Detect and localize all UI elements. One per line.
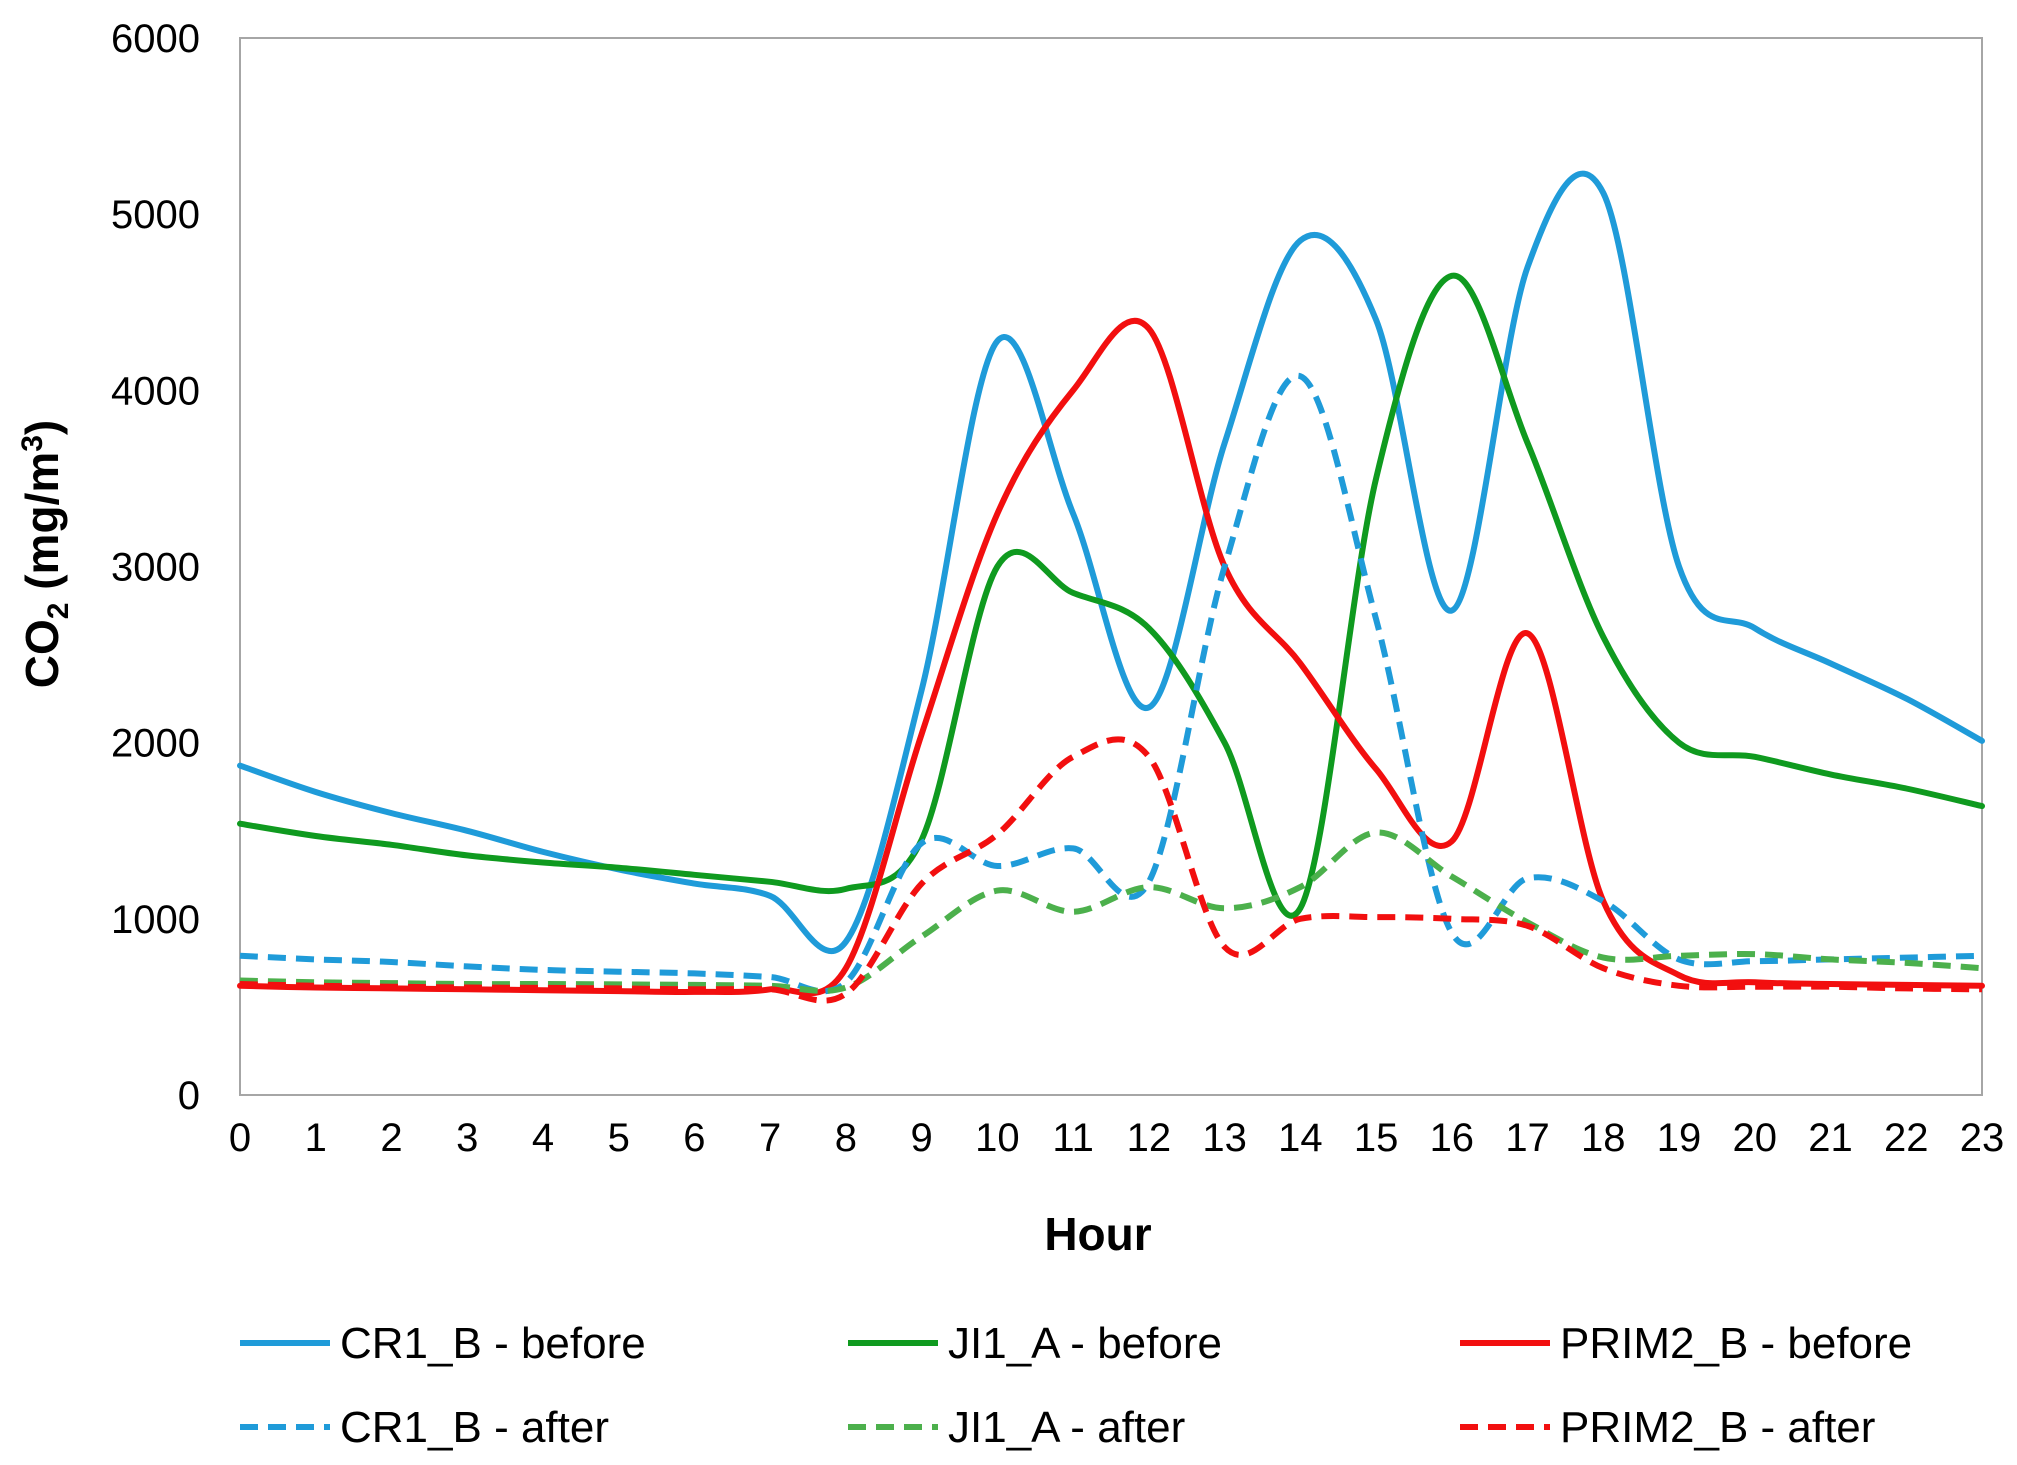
plot-border [239,37,1983,1096]
legend-label: CR1_B - before [340,1319,646,1368]
y-axis-title-main: CO [16,619,68,688]
x-tick-label: 8 [835,1116,857,1160]
legend-item: JI1_A - before [848,1319,1222,1368]
legend-item: PRIM2_B - after [1460,1403,1875,1452]
legend-item: JI1_A - after [848,1403,1185,1452]
x-tick-label: 2 [380,1116,402,1160]
y-tick-label: 0 [178,1074,200,1118]
y-tick-label: 3000 [111,546,200,590]
y-tick-label: 1000 [111,898,200,942]
y-axis-title-unit-suffix: ) [16,420,68,435]
legend-label: PRIM2_B - before [1560,1319,1912,1368]
x-tick-label: 19 [1657,1116,1702,1160]
x-tick-label: 13 [1202,1116,1247,1160]
x-tick-label: 6 [683,1116,705,1160]
y-axis-title: CO2 (mg/m3) [16,420,75,688]
legend-label: PRIM2_B - after [1560,1403,1875,1452]
x-tick-label: 1 [305,1116,327,1160]
x-axis-title: Hour [1044,1208,1151,1260]
x-tick-label: 20 [1733,1116,1778,1160]
y-tick-label: 5000 [111,193,200,237]
x-tick-label: 14 [1278,1116,1323,1160]
x-tick-label: 9 [911,1116,933,1160]
series-line-prim2-b-after [239,736,1983,1004]
x-tick-label: 7 [759,1116,781,1160]
x-tick-label: 22 [1884,1116,1929,1160]
legend-item: CR1_B - before [240,1319,646,1368]
legend-item: PRIM2_B - before [1460,1319,1912,1368]
y-tick-label: 2000 [111,722,200,766]
x-tick-label: 3 [456,1116,478,1160]
series-line-cr1-b-before [237,170,1985,954]
legend-label: JI1_A - after [948,1403,1185,1452]
y-axis-title-superscript: 3 [16,435,49,452]
x-tick-label: 16 [1430,1116,1475,1160]
series-line-cr1-b-after [239,372,1983,995]
x-tick-label: 5 [608,1116,630,1160]
series-line-prim2-b-before [237,317,1985,997]
series-lines [237,170,1985,1004]
x-tick-label: 12 [1127,1116,1172,1160]
legend: CR1_B - before JI1_A - before PRIM2_B - be… [240,1319,1912,1452]
y-axis-tick-labels: 0 1000 2000 3000 4000 5000 6000 [111,17,200,1118]
x-tick-label: 18 [1581,1116,1626,1160]
legend-label: JI1_A - before [948,1319,1222,1368]
x-tick-label: 0 [229,1116,251,1160]
y-axis-title-unit-prefix: (mg/m [16,452,68,603]
x-tick-label: 21 [1808,1116,1853,1160]
x-tick-label: 17 [1505,1116,1550,1160]
y-axis-title-subscript: 2 [42,603,75,620]
legend-label: CR1_B - after [340,1403,609,1452]
x-tick-label: 23 [1960,1116,2005,1160]
x-tick-label: 4 [532,1116,554,1160]
x-tick-label: 10 [975,1116,1020,1160]
y-tick-label: 4000 [111,369,200,413]
x-tick-label: 11 [1052,1116,1094,1160]
y-tick-label: 6000 [111,17,200,61]
x-tick-label: 15 [1354,1116,1399,1160]
legend-item: CR1_B - after [240,1403,609,1452]
series-line-ji1-a-before [237,272,1985,919]
plot-area [239,37,1983,1096]
x-axis-tick-labels: 0 1 2 3 4 5 6 7 8 9 10 11 12 13 14 15 16 17 18 19 20 21 22 23 [229,1116,2004,1160]
